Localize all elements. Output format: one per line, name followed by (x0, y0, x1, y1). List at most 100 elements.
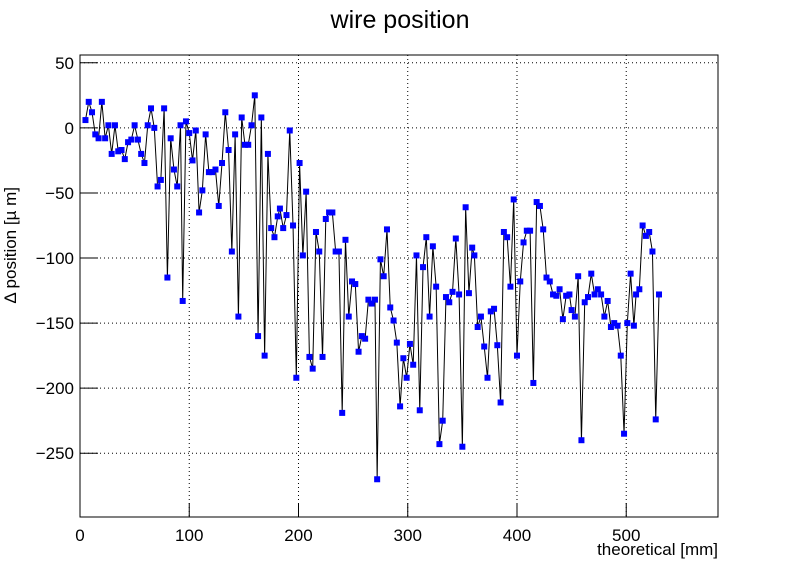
data-point (144, 122, 151, 129)
data-point (115, 148, 122, 155)
data-point (222, 109, 229, 116)
data-point (332, 248, 339, 255)
data-point (433, 283, 440, 290)
data-point (642, 232, 649, 239)
y-tick-label: −50 (45, 184, 74, 203)
data-point (416, 407, 423, 414)
data-point (588, 270, 595, 277)
data-point (199, 187, 206, 194)
data-point (646, 228, 653, 235)
data-point (571, 313, 578, 320)
data-point (245, 141, 252, 148)
data-point (627, 270, 634, 277)
data-point (82, 117, 89, 124)
data-point (487, 308, 494, 315)
data-point (349, 278, 356, 285)
data-point (276, 205, 283, 212)
data-point (374, 476, 381, 483)
data-point (446, 299, 453, 306)
data-point (617, 352, 624, 359)
chart-title: wire position (330, 6, 470, 34)
data-point (611, 320, 618, 327)
data-point (98, 98, 105, 105)
data-point (387, 304, 394, 311)
data-point (192, 127, 199, 134)
data-point (352, 281, 359, 288)
plot-frame (79, 54, 719, 518)
data-point (575, 273, 582, 280)
data-point (255, 333, 262, 340)
data-point (636, 286, 643, 293)
data-point (540, 226, 547, 233)
data-point (131, 122, 138, 129)
data-point (442, 294, 449, 301)
data-point (553, 292, 560, 299)
data-point (491, 305, 498, 312)
data-point (566, 291, 573, 298)
data-point (507, 283, 514, 290)
data-point (182, 118, 189, 125)
x-tick-label: 0 (75, 526, 84, 545)
x-tick-label: 300 (394, 526, 422, 545)
data-point (248, 122, 255, 129)
data-point (85, 98, 92, 105)
data-point (241, 141, 248, 148)
data-point (607, 323, 614, 330)
data-point (462, 204, 469, 211)
data-point (484, 374, 491, 381)
y-tick-label: −200 (36, 379, 74, 398)
y-tick-label: −100 (36, 249, 74, 268)
data-point (614, 322, 621, 329)
data-point (397, 403, 404, 410)
data-point (471, 252, 478, 259)
data-point (296, 160, 303, 167)
data-point (584, 294, 591, 301)
data-point (633, 291, 640, 298)
data-point (520, 239, 527, 246)
data-point (368, 300, 375, 307)
data-point (639, 222, 646, 229)
data-point (329, 209, 336, 216)
data-point (365, 296, 372, 303)
data-point (151, 124, 158, 131)
data-point (423, 234, 430, 241)
data-point (523, 227, 530, 234)
data-point (426, 313, 433, 320)
data-point (125, 139, 132, 146)
data-point (339, 409, 346, 416)
data-point (271, 234, 278, 241)
data-point (205, 169, 212, 176)
data-point (559, 316, 566, 323)
data-point (128, 136, 135, 143)
data-point (413, 252, 420, 259)
data-point (452, 235, 459, 242)
data-point (283, 212, 290, 219)
data-point (504, 234, 511, 241)
data-point (154, 183, 161, 190)
data-point (459, 443, 466, 450)
data-point (578, 437, 585, 444)
x-tick-label: 200 (284, 526, 312, 545)
data-point (309, 365, 316, 372)
data-point (481, 343, 488, 350)
data-point (290, 222, 297, 229)
data-point (477, 313, 484, 320)
data-point (621, 430, 628, 437)
y-tick-label: 0 (65, 119, 74, 138)
y-tick-label: −250 (36, 444, 74, 463)
data-point (274, 213, 281, 220)
data-point (111, 122, 118, 129)
x-tick-label: 400 (503, 526, 531, 545)
data-point (157, 176, 164, 183)
data-point (624, 320, 631, 327)
data-point (556, 286, 563, 293)
data-point (215, 202, 222, 209)
data-point (105, 122, 112, 129)
data-point (377, 256, 384, 263)
data-point (530, 379, 537, 386)
data-point (95, 135, 102, 142)
data-point (209, 169, 216, 176)
data-point (533, 199, 540, 206)
data-point (362, 335, 369, 342)
